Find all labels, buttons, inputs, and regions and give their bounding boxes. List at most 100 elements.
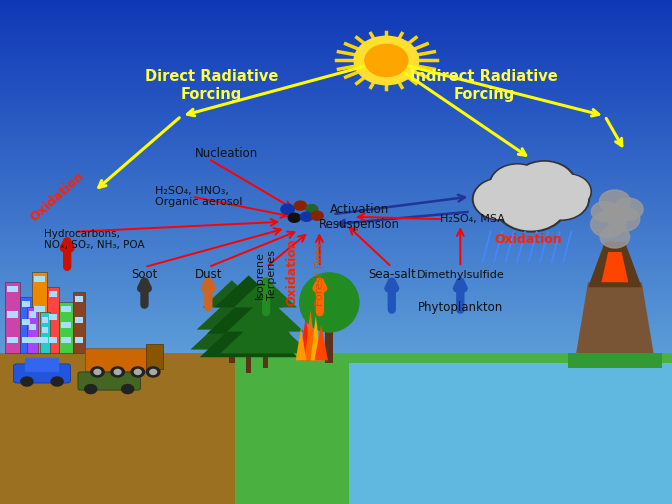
Bar [27, 307, 38, 353]
Circle shape [21, 377, 33, 386]
Circle shape [472, 178, 529, 220]
Bar [20, 297, 32, 353]
Bar [325, 323, 333, 363]
Bar [29, 311, 36, 318]
Bar [34, 276, 45, 282]
Bar [34, 337, 45, 343]
Circle shape [91, 367, 104, 377]
Bar [5, 282, 20, 353]
Bar [61, 337, 71, 343]
Text: Indirect Radiative
Forcing: Indirect Radiative Forcing [410, 70, 558, 102]
Bar [40, 312, 50, 353]
Circle shape [614, 198, 643, 220]
Bar [47, 287, 59, 353]
Bar [75, 296, 83, 302]
Bar [61, 322, 71, 328]
Text: Soot: Soot [131, 268, 158, 281]
Polygon shape [575, 282, 655, 363]
Circle shape [306, 205, 318, 214]
FancyBboxPatch shape [78, 372, 140, 390]
Polygon shape [0, 353, 349, 504]
Circle shape [131, 367, 144, 377]
Bar [22, 337, 30, 343]
Bar [229, 343, 235, 363]
Text: Forest Fires: Forest Fires [315, 243, 325, 306]
Text: Sea-salt: Sea-salt [368, 268, 416, 281]
Polygon shape [214, 275, 283, 307]
Text: Dimethylsulfide: Dimethylsulfide [417, 270, 504, 280]
Circle shape [114, 369, 121, 374]
Text: Resuspension: Resuspension [319, 218, 400, 231]
Polygon shape [314, 324, 328, 360]
Bar [61, 306, 71, 312]
Circle shape [546, 175, 590, 208]
Circle shape [365, 44, 408, 77]
Circle shape [122, 385, 134, 394]
Polygon shape [296, 328, 306, 360]
Polygon shape [235, 353, 672, 504]
Bar [7, 337, 18, 343]
Text: Direct Radiative
Forcing: Direct Radiative Forcing [145, 70, 278, 102]
Circle shape [544, 174, 591, 209]
Polygon shape [220, 311, 310, 353]
Polygon shape [299, 318, 312, 360]
Polygon shape [588, 242, 642, 287]
Circle shape [489, 164, 546, 206]
Polygon shape [207, 295, 290, 334]
Circle shape [288, 213, 300, 222]
Text: Oxidation: Oxidation [28, 169, 87, 224]
Circle shape [497, 178, 565, 230]
Bar [42, 337, 48, 343]
Circle shape [150, 369, 157, 374]
Circle shape [591, 211, 626, 237]
Circle shape [512, 161, 577, 209]
Text: Hydrocarbons,
NOₓ, SO₂, NH₃, POA: Hydrocarbons, NOₓ, SO₂, NH₃, POA [44, 229, 144, 250]
Text: Isoprene
Terpenes: Isoprene Terpenes [255, 249, 277, 300]
Polygon shape [234, 278, 297, 307]
Bar [32, 272, 47, 353]
Bar [75, 317, 83, 323]
Bar [49, 337, 57, 343]
Circle shape [491, 165, 544, 205]
Bar [22, 301, 30, 307]
Circle shape [311, 211, 323, 220]
Circle shape [51, 377, 63, 386]
Text: Oxidation: Oxidation [286, 238, 299, 306]
Bar [42, 317, 48, 323]
Bar [29, 337, 36, 343]
Bar [29, 324, 36, 330]
Ellipse shape [299, 272, 360, 333]
Polygon shape [304, 310, 317, 360]
FancyBboxPatch shape [13, 364, 71, 383]
Bar [59, 302, 73, 353]
Bar [34, 306, 45, 312]
Circle shape [94, 369, 101, 374]
Polygon shape [200, 311, 298, 357]
Circle shape [494, 176, 568, 232]
FancyBboxPatch shape [85, 349, 157, 372]
Circle shape [294, 201, 306, 210]
Text: Phytoplankton: Phytoplankton [418, 301, 503, 314]
Text: Dust: Dust [195, 268, 222, 281]
Circle shape [533, 178, 589, 220]
Polygon shape [568, 353, 662, 368]
Circle shape [600, 226, 630, 248]
Polygon shape [203, 280, 261, 307]
Circle shape [300, 212, 312, 221]
Polygon shape [601, 252, 628, 282]
Bar [73, 292, 85, 353]
Circle shape [474, 179, 527, 219]
Circle shape [607, 207, 640, 231]
Text: Oxidation: Oxidation [494, 233, 562, 246]
Text: H₂SO₄, HNO₃,
Organic aerosol: H₂SO₄, HNO₃, Organic aerosol [155, 186, 242, 207]
Circle shape [591, 202, 618, 222]
Text: Activation: Activation [330, 203, 389, 216]
Circle shape [535, 179, 587, 219]
Bar [75, 337, 83, 343]
Circle shape [354, 36, 419, 85]
Circle shape [134, 369, 141, 374]
Circle shape [111, 367, 124, 377]
Bar [146, 344, 163, 369]
Polygon shape [197, 297, 267, 330]
Polygon shape [349, 363, 672, 504]
